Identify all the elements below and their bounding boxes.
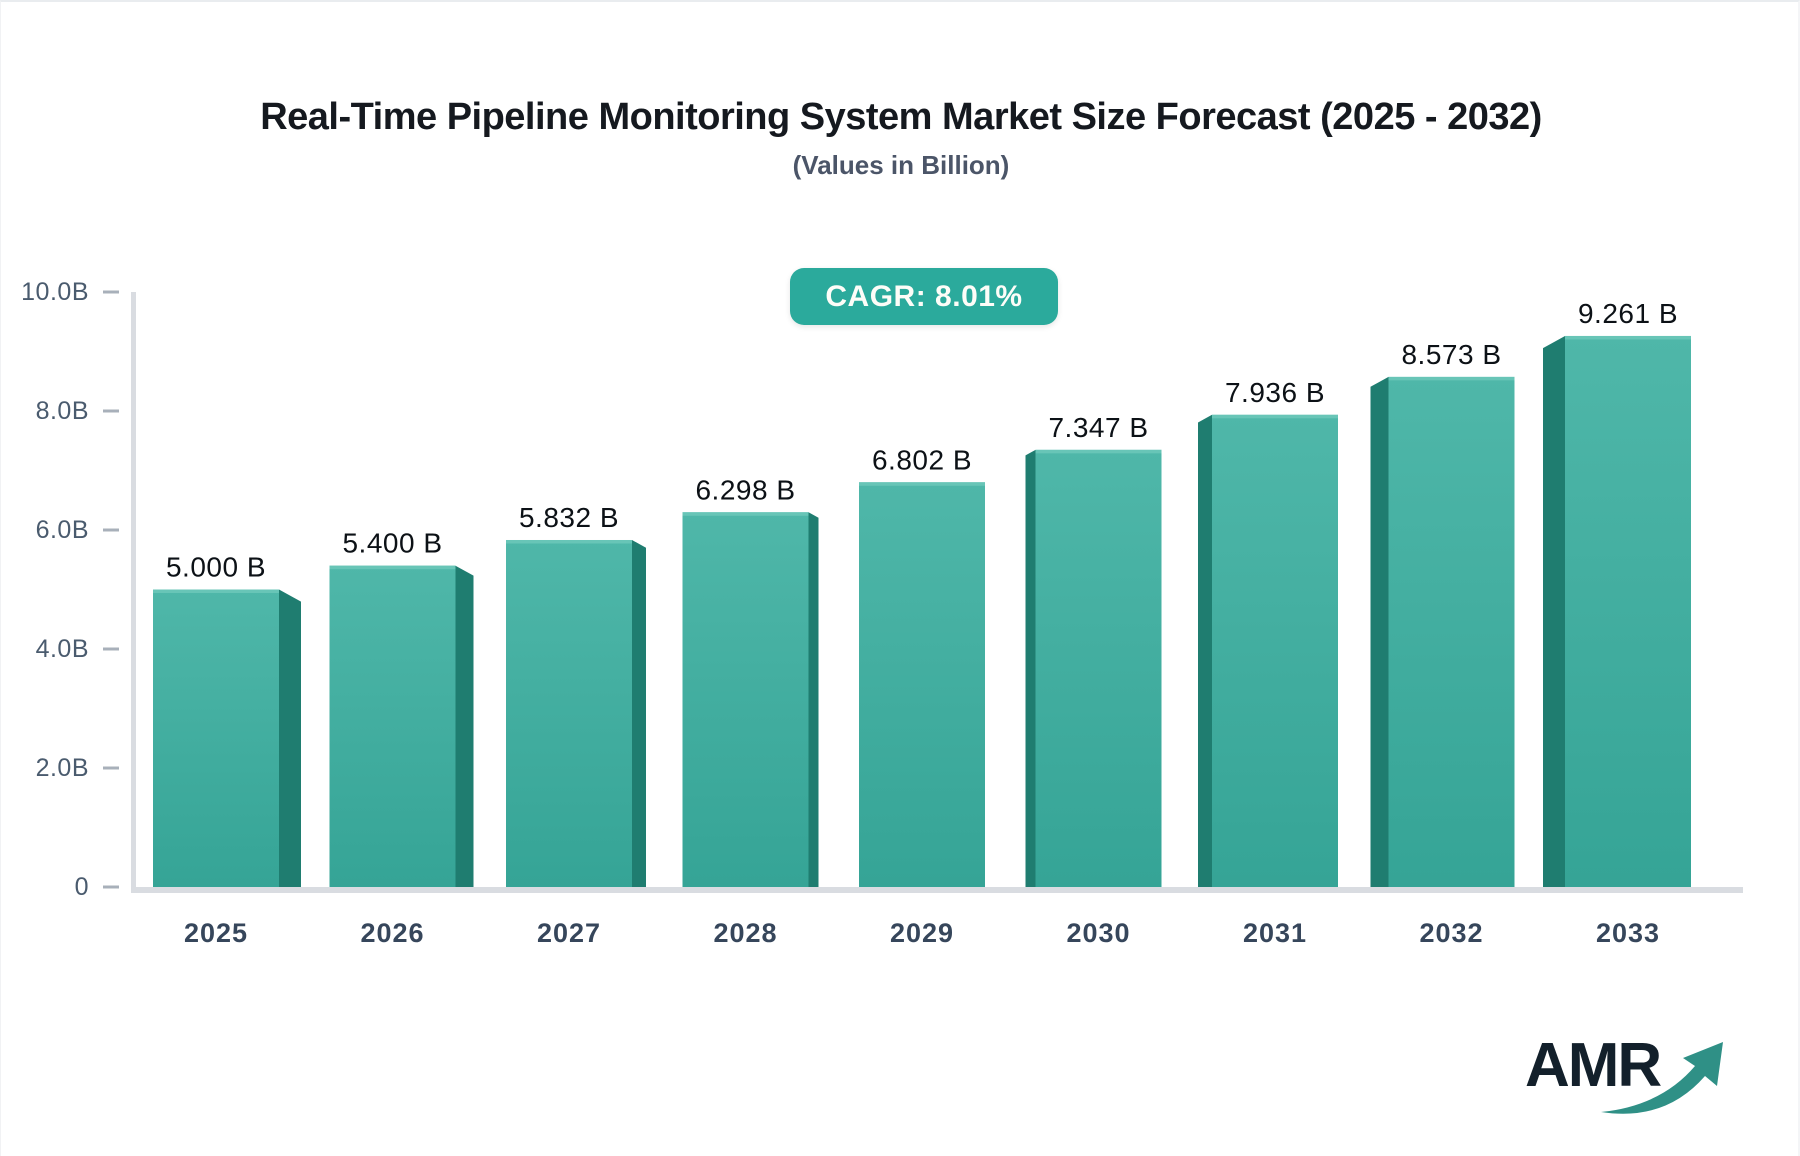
bar-top-highlight bbox=[1565, 335, 1691, 340]
y-axis-tick bbox=[103, 528, 119, 532]
x-axis-label: 2026 bbox=[360, 918, 424, 948]
x-axis-line bbox=[131, 887, 1743, 893]
bar-top-highlight bbox=[682, 512, 809, 516]
chart-subtitle: (Values in Billion) bbox=[792, 150, 1010, 180]
bar-side-face bbox=[455, 565, 474, 891]
bar-2032 bbox=[1388, 376, 1515, 889]
y-axis-label: 6.0B bbox=[36, 516, 89, 544]
bar-top-highlight bbox=[153, 589, 279, 593]
y-axis-line bbox=[131, 292, 136, 893]
bar-2027 bbox=[506, 539, 632, 889]
amr-logo-text: AMR bbox=[1525, 1031, 1662, 1100]
bar-side-face bbox=[632, 539, 646, 891]
cagr-badge-label: CAGR: 8.01% bbox=[825, 279, 1023, 313]
bar-2029 bbox=[859, 482, 985, 889]
bar-top-highlight bbox=[1388, 376, 1515, 381]
bar-value-label: 5.000 B bbox=[166, 552, 266, 583]
y-axis-tick bbox=[103, 409, 119, 413]
x-axis-label: 2029 bbox=[890, 918, 954, 948]
bar-side-face bbox=[279, 589, 301, 891]
bar-side-face bbox=[808, 512, 819, 891]
y-axis-tick bbox=[103, 885, 119, 889]
cagr-badge: CAGR: 8.01% bbox=[790, 268, 1058, 325]
y-axis-tick bbox=[103, 766, 119, 770]
bar-top-highlight bbox=[329, 565, 456, 570]
bar-value-label: 8.573 B bbox=[1401, 339, 1501, 370]
x-axis-label: 2028 bbox=[713, 918, 777, 948]
bar-2028 bbox=[682, 512, 809, 889]
x-axis-label: 2025 bbox=[184, 918, 248, 948]
y-axis-label: 2.0B bbox=[36, 754, 89, 782]
amr-logo: AMR bbox=[1525, 1030, 1735, 1120]
y-axis-label: 0 bbox=[75, 873, 89, 901]
bar-side-face bbox=[1025, 449, 1036, 891]
x-axis-label: 2030 bbox=[1066, 918, 1130, 948]
bar-value-label: 9.261 B bbox=[1578, 298, 1678, 329]
bar-value-label: 5.832 B bbox=[519, 502, 619, 533]
bar-top-highlight bbox=[1035, 449, 1162, 454]
bar-2030 bbox=[1035, 449, 1162, 889]
x-axis-label: 2027 bbox=[537, 918, 601, 948]
y-axis-label: 8.0B bbox=[36, 397, 89, 425]
bar-side-face bbox=[1370, 376, 1389, 891]
bar-value-label: 6.802 B bbox=[872, 444, 972, 475]
bar-2025 bbox=[153, 589, 279, 889]
y-axis-tick bbox=[103, 647, 119, 651]
bar-value-label: 5.400 B bbox=[342, 528, 442, 559]
x-axis-label: 2033 bbox=[1596, 918, 1660, 948]
bar-side-face bbox=[1543, 335, 1565, 892]
growth-arrow-icon bbox=[1601, 1042, 1723, 1114]
bar-2031 bbox=[1212, 414, 1338, 889]
bar-side-face bbox=[1198, 414, 1212, 891]
y-axis-label: 4.0B bbox=[36, 635, 89, 663]
bar-2026 bbox=[329, 565, 456, 889]
bar-value-label: 7.347 B bbox=[1048, 412, 1148, 443]
bar-top-highlight bbox=[506, 539, 632, 544]
x-axis-label: 2032 bbox=[1419, 918, 1483, 948]
y-axis-tick bbox=[103, 290, 119, 294]
bar-value-label: 7.936 B bbox=[1225, 377, 1325, 408]
chart-title: Real-Time Pipeline Monitoring System Mar… bbox=[260, 96, 1542, 138]
x-axis-label: 2031 bbox=[1243, 918, 1307, 948]
bar-top-highlight bbox=[859, 482, 985, 486]
y-axis-label: 10.0B bbox=[21, 278, 89, 306]
bar-value-label: 6.298 B bbox=[695, 474, 795, 505]
bar-2033 bbox=[1565, 335, 1691, 890]
bar-top-highlight bbox=[1212, 414, 1338, 419]
